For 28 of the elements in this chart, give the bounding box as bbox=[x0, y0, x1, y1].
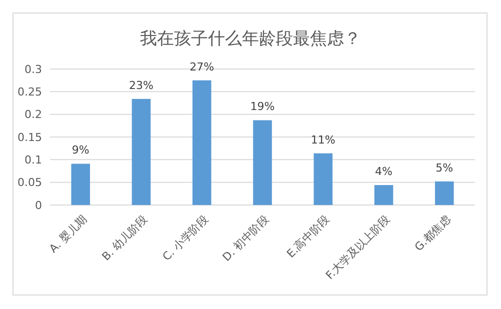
bar bbox=[253, 120, 272, 205]
y-tick-label: 0.1 bbox=[24, 154, 42, 167]
x-tick-label: C. 小学阶段 bbox=[160, 212, 211, 264]
y-tick-label: 0.25 bbox=[18, 86, 42, 99]
y-tick-label: 0.15 bbox=[18, 130, 42, 144]
x-tick-label: G.都焦虑 bbox=[412, 212, 454, 254]
bar bbox=[132, 98, 151, 205]
data-label: 27% bbox=[190, 60, 214, 74]
bar bbox=[374, 185, 394, 205]
y-tick-label: 0 bbox=[35, 198, 42, 212]
bar bbox=[314, 153, 333, 205]
data-label: 5% bbox=[436, 161, 454, 174]
data-label: 19% bbox=[250, 100, 275, 114]
data-label: 23% bbox=[129, 78, 154, 92]
bar bbox=[192, 80, 212, 205]
chart-title: 我在孩子什么年龄段最焦虑？ bbox=[140, 29, 361, 49]
data-label: 4% bbox=[375, 165, 392, 178]
bar bbox=[71, 164, 90, 205]
y-tick-label: 0.3 bbox=[24, 62, 42, 76]
bar bbox=[434, 181, 454, 205]
x-tick-label: E.高中阶段 bbox=[284, 212, 332, 260]
y-tick-label: 0.05 bbox=[18, 176, 42, 190]
data-label: 9% bbox=[72, 144, 90, 157]
x-tick-label: A. 婴儿期 bbox=[46, 212, 90, 256]
x-tick-label: D. 初中阶段 bbox=[220, 212, 272, 264]
data-label: 11% bbox=[310, 133, 336, 146]
y-tick-label: 0.2 bbox=[24, 108, 42, 122]
x-tick-label: B. 幼儿阶段 bbox=[99, 212, 150, 264]
